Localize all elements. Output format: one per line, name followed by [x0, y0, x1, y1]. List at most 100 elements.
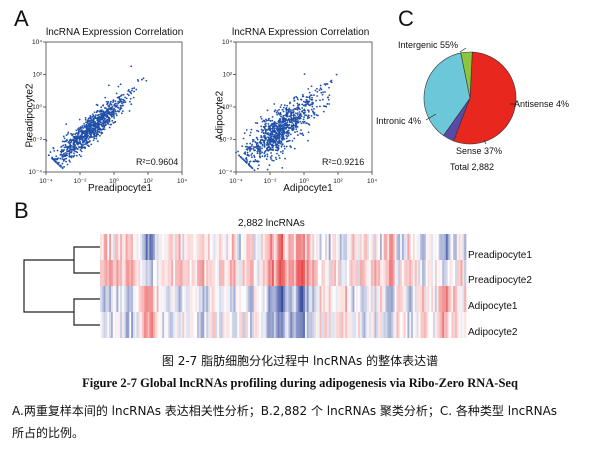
- scatter-point: [261, 120, 264, 123]
- heatmap-cell: [180, 234, 183, 260]
- scatter-point: [280, 115, 282, 118]
- heatmap-cell: [337, 286, 341, 312]
- heatmap-cell: [308, 234, 311, 260]
- scatter-point: [69, 160, 71, 163]
- heatmap-cell: [389, 234, 392, 260]
- heatmap-cell: [283, 234, 286, 260]
- heatmap-cell: [253, 234, 256, 260]
- heatmap-cell: [312, 286, 315, 312]
- heatmap-cell: [262, 260, 266, 286]
- heatmap-cell: [330, 286, 333, 312]
- scatter-point: [96, 109, 99, 112]
- scatter-1-xlabel: Preadipocyte1: [88, 183, 152, 194]
- scatter-point: [101, 118, 103, 120]
- scatter-point: [282, 115, 285, 117]
- scatter-point: [286, 119, 289, 122]
- heatmap-cell: [374, 286, 377, 312]
- heatmap-cell: [317, 312, 320, 338]
- heatmap-cell: [209, 260, 213, 286]
- heatmap-cell: [328, 312, 331, 338]
- scatter-point: [328, 86, 330, 89]
- heatmap-cell: [261, 234, 264, 260]
- scatter-point: [302, 120, 304, 123]
- scatter-point: [109, 102, 112, 105]
- scatter-point: [260, 135, 262, 137]
- scatter-point: [103, 128, 106, 131]
- heatmap-cell: [116, 312, 119, 338]
- scatter-point: [274, 142, 277, 145]
- scatter-point: [274, 127, 276, 130]
- heatmap-cell: [381, 312, 385, 338]
- heatmap-cell: [187, 312, 191, 338]
- heatmap-cell: [374, 234, 377, 260]
- heatmap-cell: [359, 234, 363, 260]
- scatter-point: [102, 112, 104, 115]
- heatmap-cell: [272, 234, 275, 260]
- heatmap-cell: [193, 234, 196, 260]
- heatmap-cell: [112, 286, 116, 312]
- heatmap-cell: [191, 260, 194, 286]
- heatmap-cell: [361, 234, 364, 260]
- scatter-point: [276, 137, 279, 140]
- heatmap-cell: [200, 286, 203, 312]
- scatter-point: [287, 134, 290, 137]
- heatmap-cell: [279, 286, 282, 312]
- heatmap-cell: [363, 260, 366, 286]
- heatmap-cell: [383, 312, 386, 338]
- scatter-point: [130, 65, 133, 68]
- heatmap-cell: [303, 286, 306, 312]
- heatmap-cell: [387, 234, 390, 260]
- scatter-point: [59, 157, 62, 160]
- heatmap-cell: [187, 234, 191, 260]
- heatmap-cell: [456, 234, 460, 260]
- heatmap-cell: [193, 260, 196, 286]
- heatmap-cell: [379, 312, 383, 338]
- heatmap-cell: [218, 234, 222, 260]
- heatmap-cell: [226, 286, 229, 312]
- scatter-point: [84, 146, 87, 149]
- heatmap-cell: [145, 234, 148, 260]
- heatmap-cell: [229, 286, 233, 312]
- heatmap-cell: [100, 234, 103, 260]
- heatmap-cell: [154, 260, 158, 286]
- heatmap-cell: [328, 234, 331, 260]
- heatmap-cell: [107, 286, 110, 312]
- scatter-point: [273, 121, 276, 124]
- scatter-point: [256, 129, 258, 132]
- heatmap-cell: [132, 234, 136, 260]
- scatter-point: [261, 129, 264, 132]
- heatmap-cell: [425, 286, 428, 312]
- heatmap-cell: [458, 234, 461, 260]
- heatmap-cell: [381, 286, 385, 312]
- pie-slice: [460, 51, 473, 99]
- scatter-point: [316, 114, 319, 117]
- heatmap-cell: [224, 312, 227, 338]
- heatmap-cell: [290, 312, 293, 338]
- scatter-point: [86, 127, 89, 129]
- scatter-point: [264, 136, 267, 139]
- heatmap-cell: [228, 312, 231, 338]
- heatmap-cell: [184, 286, 187, 312]
- heatmap-cell: [326, 312, 330, 338]
- heatmap-cell: [196, 260, 200, 286]
- heatmap-cell: [453, 260, 456, 286]
- heatmap-cell: [173, 234, 176, 260]
- scatter-point: [97, 118, 100, 121]
- heatmap-cell: [411, 286, 414, 312]
- panel-letter-c: C: [398, 6, 414, 31]
- heatmap-cell: [207, 260, 211, 286]
- scatter-point: [88, 123, 91, 125]
- heatmap-cell: [100, 286, 103, 312]
- heatmap-cell: [229, 312, 233, 338]
- scatter-point: [266, 155, 269, 158]
- scatter-point: [111, 105, 114, 108]
- scatter-point: [252, 148, 255, 150]
- heatmap-cell: [286, 234, 289, 260]
- heatmap-cell: [464, 312, 467, 338]
- scatter-point: [283, 132, 286, 135]
- scatter-point: [258, 141, 261, 144]
- heatmap-cell: [248, 312, 251, 338]
- heatmap-cell: [101, 260, 105, 286]
- heatmap-cell: [279, 260, 282, 286]
